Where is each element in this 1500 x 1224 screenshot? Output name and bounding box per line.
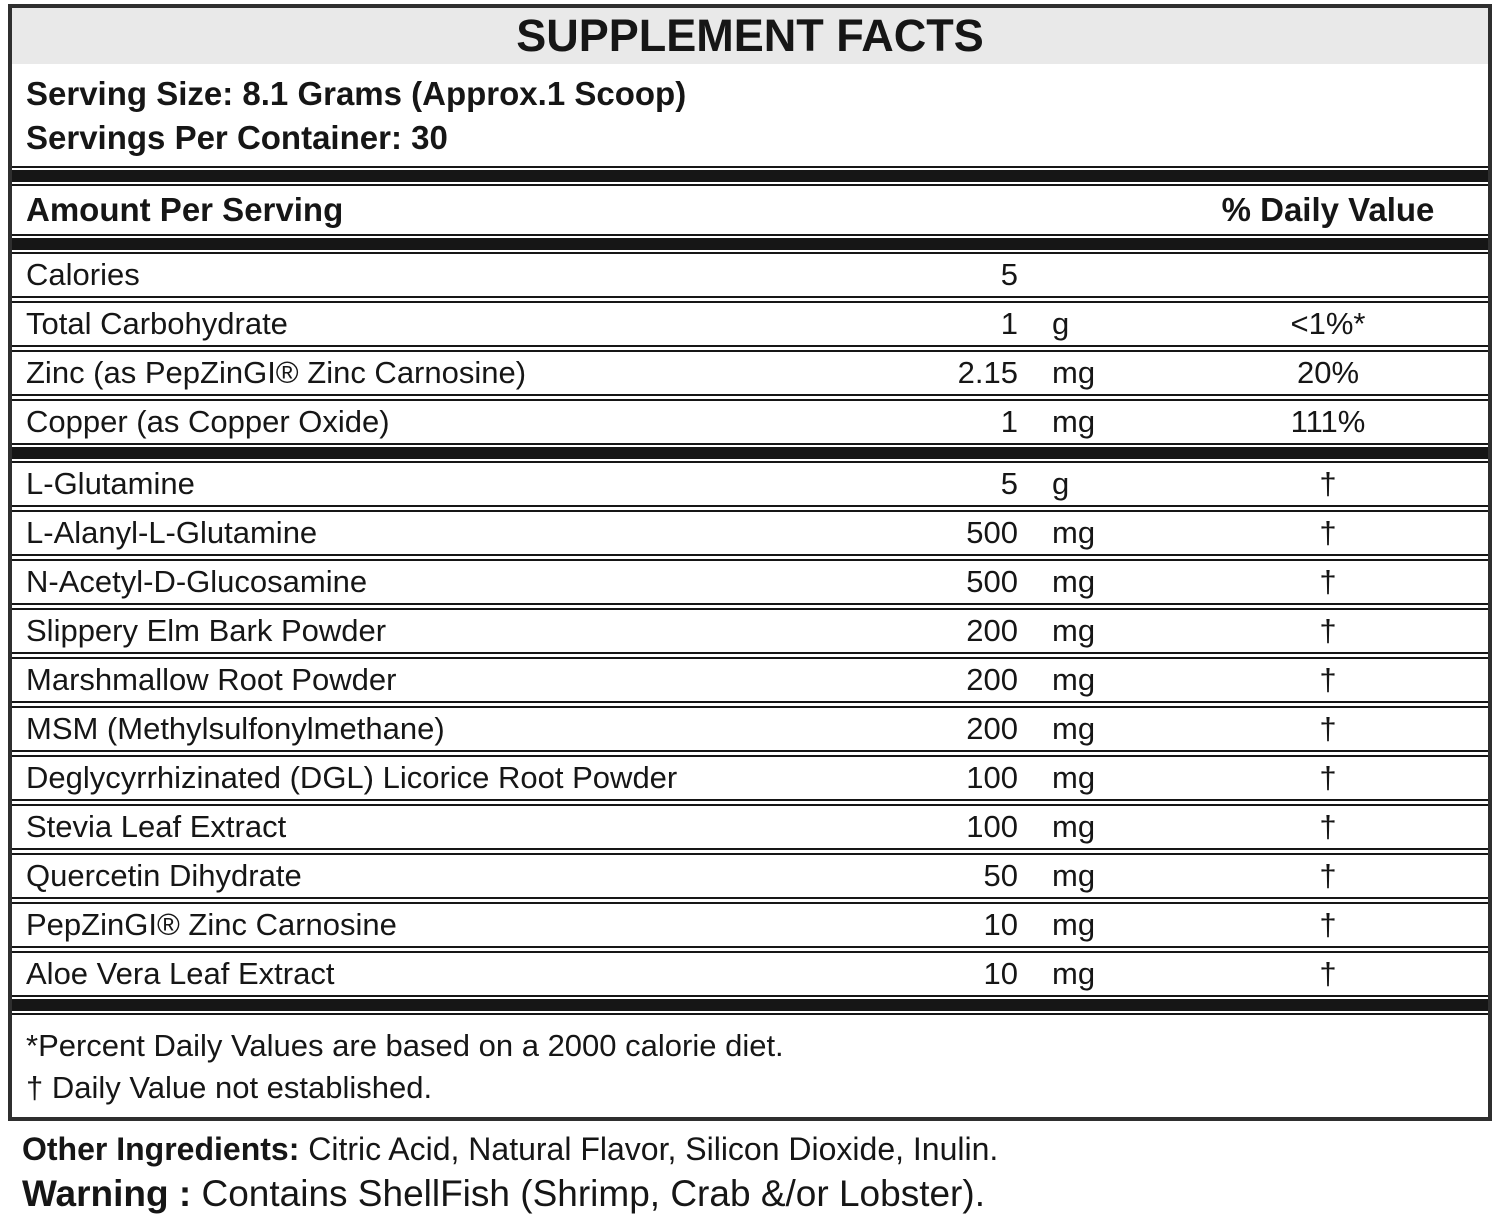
ingredient-amount: 200 <box>966 613 1018 648</box>
ingredient-daily-value: † <box>1319 662 1337 697</box>
panel-title: SUPPLEMENT FACTS <box>516 10 984 61</box>
ingredient-amount: 5 <box>1000 466 1018 501</box>
ingredient-amount: 500 <box>966 564 1018 599</box>
other-ingredients-text: Citric Acid, Natural Flavor, Silicon Dio… <box>308 1131 999 1167</box>
nutrient-amount: 1 <box>1000 306 1018 341</box>
table-row: Aloe Vera Leaf Extract 10 mg † <box>12 946 1488 995</box>
nutrient-name: Copper (as Copper Oxide) <box>26 404 390 439</box>
ingredient-amount: 10 <box>983 907 1018 942</box>
ingredient-daily-value: † <box>1319 515 1337 550</box>
ingredient-name: Marshmallow Root Powder <box>26 662 397 697</box>
nutrient-daily-value: 20% <box>1296 355 1360 390</box>
table-row: MSM (Methylsulfonylmethane) 200 mg † <box>12 701 1488 750</box>
other-ingredients-label: Other Ingredients: <box>22 1131 300 1167</box>
warning-line: Warning : Contains ShellFish (Shrimp, Cr… <box>22 1171 1500 1217</box>
table-row: Deglycyrrhizinated (DGL) Licorice Root P… <box>12 750 1488 799</box>
ingredient-name: MSM (Methylsulfonylmethane) <box>26 711 445 746</box>
amount-per-serving-header: Amount Per Serving <box>26 191 344 228</box>
table-row: Slippery Elm Bark Powder 200 mg † <box>12 603 1488 652</box>
ingredient-amount: 100 <box>966 809 1018 844</box>
ingredient-name: Deglycyrrhizinated (DGL) Licorice Root P… <box>26 760 678 795</box>
ingredients-section: L-Glutamine 5 g † L-Alanyl-L-Glutamine 5… <box>12 463 1488 995</box>
nutrient-name: Zinc (as PepZinGI® Zinc Carnosine) <box>26 355 527 390</box>
ingredient-daily-value: † <box>1319 858 1337 893</box>
section-divider <box>12 995 1488 1015</box>
nutrient-amount: 2.15 <box>957 355 1018 390</box>
nutrient-unit: mg <box>1052 355 1096 390</box>
ingredient-unit: mg <box>1052 564 1096 599</box>
nutrient-name: Total Carbohydrate <box>26 306 288 341</box>
nutrient-daily-value: 111% <box>1290 404 1366 439</box>
ingredient-amount: 200 <box>966 662 1018 697</box>
table-row: N-Acetyl-D-Glucosamine 500 mg † <box>12 554 1488 603</box>
ingredient-unit: mg <box>1052 613 1096 648</box>
ingredient-unit: mg <box>1052 711 1096 746</box>
ingredient-amount: 100 <box>966 760 1018 795</box>
table-row: Quercetin Dihydrate 50 mg † <box>12 848 1488 897</box>
serving-size: Serving Size: 8.1 Grams (Approx.1 Scoop) <box>26 75 687 112</box>
ingredient-unit: mg <box>1052 956 1096 991</box>
table-row: Calories 5 <box>12 254 1488 296</box>
footnotes: *Percent Daily Values are based on a 200… <box>12 1015 1488 1117</box>
ingredient-name: N-Acetyl-D-Glucosamine <box>26 564 368 599</box>
table-row: PepZinGI® Zinc Carnosine 10 mg † <box>12 897 1488 946</box>
ingredient-unit: mg <box>1052 515 1096 550</box>
ingredient-amount: 10 <box>983 956 1018 991</box>
title-band: SUPPLEMENT FACTS <box>12 8 1488 64</box>
table-row: Copper (as Copper Oxide) 1 mg 111% <box>12 394 1488 443</box>
ingredient-unit: mg <box>1052 760 1096 795</box>
ingredient-daily-value: † <box>1319 466 1337 501</box>
table-row: Total Carbohydrate 1 g <1%* <box>12 296 1488 345</box>
table-row: L-Glutamine 5 g † <box>12 463 1488 505</box>
nutrient-daily-value: <1%* <box>1290 306 1366 341</box>
ingredient-daily-value: † <box>1319 711 1337 746</box>
ingredient-amount: 500 <box>966 515 1018 550</box>
nutrient-amount: 5 <box>1000 257 1018 292</box>
ingredient-daily-value: † <box>1319 907 1337 942</box>
ingredient-name: Slippery Elm Bark Powder <box>26 613 387 648</box>
nutrient-amount: 1 <box>1000 404 1018 439</box>
section-divider <box>12 234 1488 254</box>
ingredient-unit: mg <box>1052 858 1096 893</box>
nutrients-section: Calories 5 Total Carbohydrate 1 g <1%* Z… <box>12 254 1488 443</box>
warning-label: Warning : <box>22 1173 192 1214</box>
ingredient-amount: 50 <box>983 858 1018 893</box>
daily-value-not-established-footnote: † Daily Value not established. <box>26 1070 433 1105</box>
section-divider <box>12 443 1488 463</box>
ingredient-daily-value: † <box>1319 809 1337 844</box>
section-divider <box>12 166 1488 186</box>
percent-daily-value-footnote: *Percent Daily Values are based on a 200… <box>26 1028 784 1063</box>
table-row: L-Alanyl-L-Glutamine 500 mg † <box>12 505 1488 554</box>
nutrient-name: Calories <box>26 257 140 292</box>
ingredient-daily-value: † <box>1319 564 1337 599</box>
supplement-facts-panel: SUPPLEMENT FACTS Serving Size: 8.1 Grams… <box>8 4 1492 1121</box>
serving-info: Serving Size: 8.1 Grams (Approx.1 Scoop)… <box>12 64 1488 166</box>
ingredient-name: Aloe Vera Leaf Extract <box>26 956 335 991</box>
ingredient-daily-value: † <box>1319 760 1337 795</box>
ingredient-name: Quercetin Dihydrate <box>26 858 302 893</box>
daily-value-header: % Daily Value <box>1221 191 1435 228</box>
below-panel-text: Other Ingredients: Citric Acid, Natural … <box>0 1121 1500 1217</box>
table-row: Marshmallow Root Powder 200 mg † <box>12 652 1488 701</box>
ingredient-daily-value: † <box>1319 956 1337 991</box>
ingredient-unit: g <box>1052 466 1070 501</box>
ingredient-name: L-Alanyl-L-Glutamine <box>26 515 318 550</box>
ingredient-name: PepZinGI® Zinc Carnosine <box>26 907 397 942</box>
nutrient-unit: mg <box>1052 404 1096 439</box>
ingredient-daily-value: † <box>1319 613 1337 648</box>
ingredient-name: L-Glutamine <box>26 466 195 501</box>
table-row: Stevia Leaf Extract 100 mg † <box>12 799 1488 848</box>
other-ingredients-line: Other Ingredients: Citric Acid, Natural … <box>22 1127 1500 1171</box>
table-header-row: Amount Per Serving % Daily Value <box>12 186 1488 234</box>
servings-per-container: Servings Per Container: 30 <box>26 119 448 156</box>
ingredient-name: Stevia Leaf Extract <box>26 809 287 844</box>
ingredient-unit: mg <box>1052 662 1096 697</box>
ingredient-unit: mg <box>1052 809 1096 844</box>
ingredient-unit: mg <box>1052 907 1096 942</box>
table-row: Zinc (as PepZinGI® Zinc Carnosine) 2.15 … <box>12 345 1488 394</box>
nutrient-unit: g <box>1052 306 1070 341</box>
ingredient-amount: 200 <box>966 711 1018 746</box>
warning-text: Contains ShellFish (Shrimp, Crab &/or Lo… <box>201 1173 985 1214</box>
